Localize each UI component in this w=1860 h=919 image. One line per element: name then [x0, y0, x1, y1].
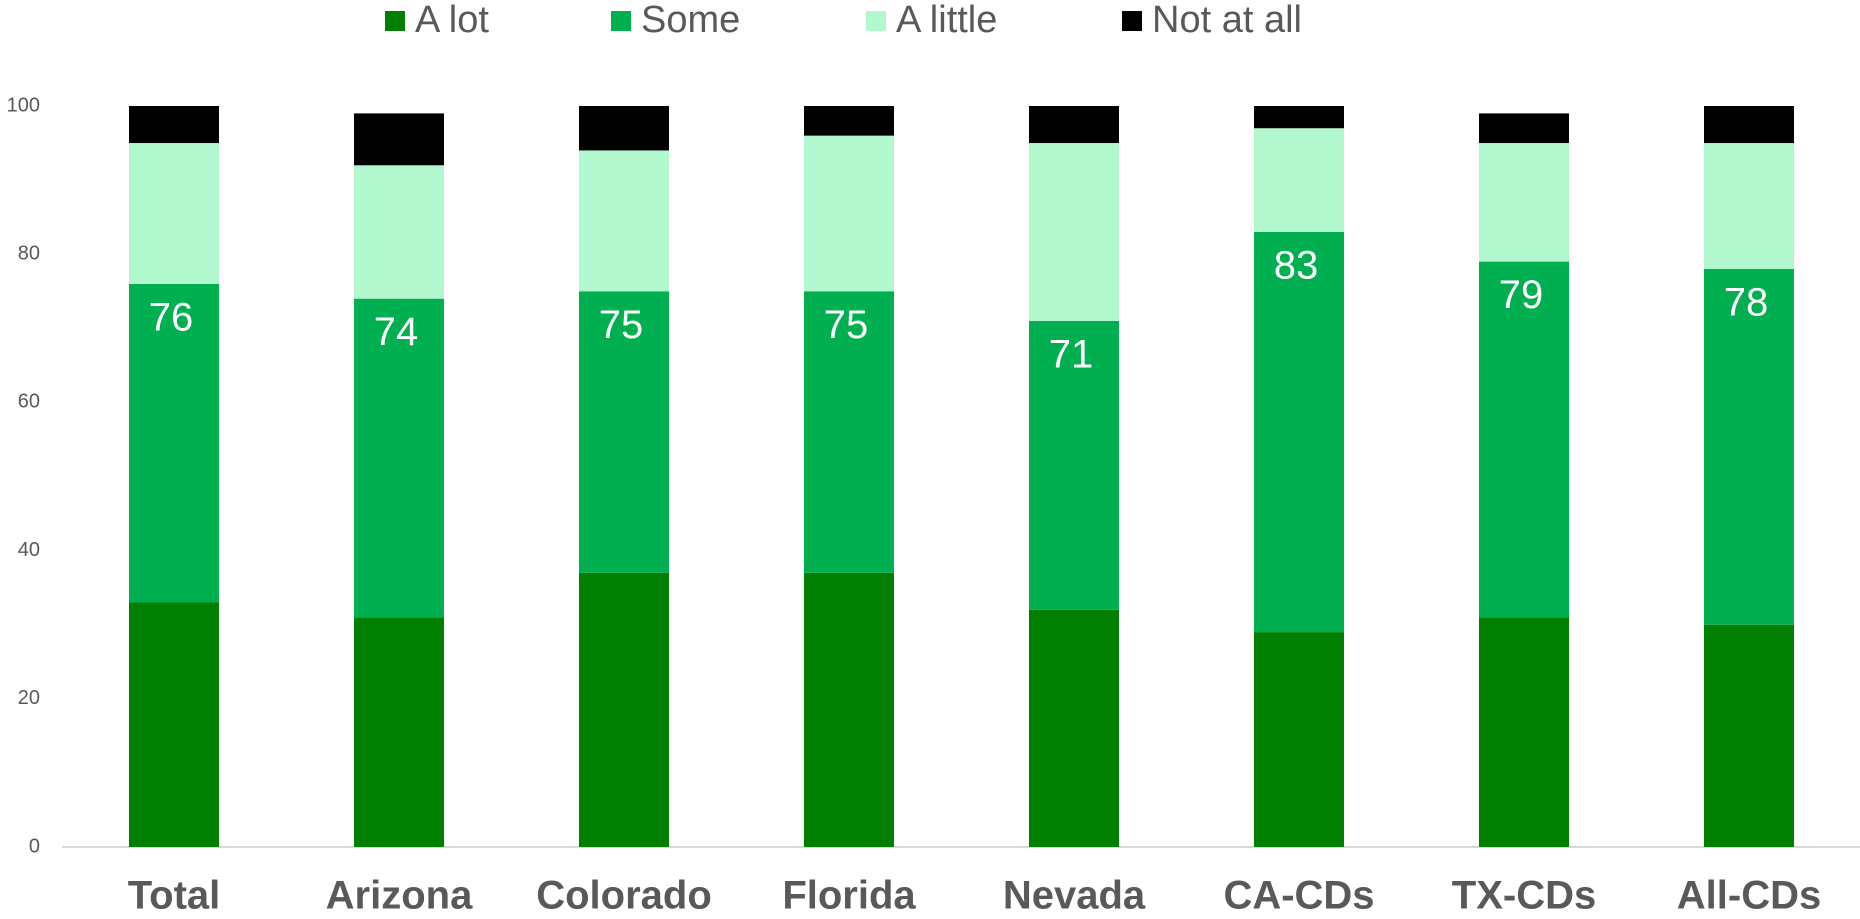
bar-segment [354, 617, 444, 847]
bar-segment [1254, 128, 1344, 232]
legend-label: A little [896, 0, 997, 41]
net-label: 78 [1724, 281, 1769, 325]
category-label: Nevada [1003, 874, 1146, 918]
net-label: 74 [374, 310, 419, 354]
category-label: TX-CDs [1452, 874, 1596, 918]
bar-segment [579, 150, 669, 292]
net-label: 76 [149, 295, 194, 339]
category-label: Colorado [536, 874, 712, 918]
category-label: Total [128, 874, 221, 918]
y-tick-label: 60 [18, 391, 40, 413]
net-label: 83 [1274, 244, 1319, 288]
bar-segment [354, 298, 444, 618]
net-label: 75 [599, 303, 644, 347]
bar-segment [1479, 617, 1569, 847]
bar-segment [1254, 632, 1344, 847]
bar-segment [1029, 320, 1119, 610]
bar-segment [1254, 231, 1344, 633]
y-tick-label: 40 [18, 539, 40, 561]
category-label: Arizona [326, 874, 473, 918]
bar-segment [579, 572, 669, 847]
legend-label: Some [641, 0, 740, 41]
legend-swatch [611, 11, 631, 31]
bar-segment [129, 106, 219, 144]
y-tick-label: 0 [29, 835, 40, 857]
y-tick-label: 80 [18, 242, 40, 264]
bar-segment [1704, 269, 1794, 625]
bar-segment [1029, 609, 1119, 847]
bar-segment [804, 106, 894, 136]
bar-segment [804, 291, 894, 573]
category-label: Florida [782, 874, 916, 918]
bar-segment [129, 602, 219, 847]
bar-segment [354, 113, 444, 166]
net-label: 79 [1499, 273, 1544, 317]
bar-segment [804, 135, 894, 292]
legend-swatch [866, 11, 886, 31]
bar-segment [579, 106, 669, 151]
category-label: All-CDs [1677, 874, 1821, 918]
bar-segment [1029, 143, 1119, 321]
net-label: 75 [824, 303, 869, 347]
bar-segment [804, 572, 894, 847]
bar-segment [129, 143, 219, 284]
bar-segment [354, 165, 444, 299]
y-tick-label: 100 [7, 94, 40, 116]
bar-segment [1254, 106, 1344, 129]
bar-segment [129, 283, 219, 603]
bar-segment [1704, 143, 1794, 270]
net-label: 71 [1049, 332, 1094, 376]
category-label: CA-CDs [1223, 874, 1374, 918]
legend-label: A lot [415, 0, 489, 41]
bar-segment [1029, 106, 1119, 144]
bar-segment [1479, 143, 1569, 262]
legend-label: Not at all [1152, 0, 1302, 41]
bar-segment [1479, 261, 1569, 618]
legend-swatch [385, 11, 405, 31]
bar-segment [579, 291, 669, 573]
bar-segment [1479, 113, 1569, 144]
bar-segment [1704, 624, 1794, 847]
bar-segment [1704, 106, 1794, 144]
legend-swatch [1122, 11, 1142, 31]
y-tick-label: 20 [18, 687, 40, 709]
